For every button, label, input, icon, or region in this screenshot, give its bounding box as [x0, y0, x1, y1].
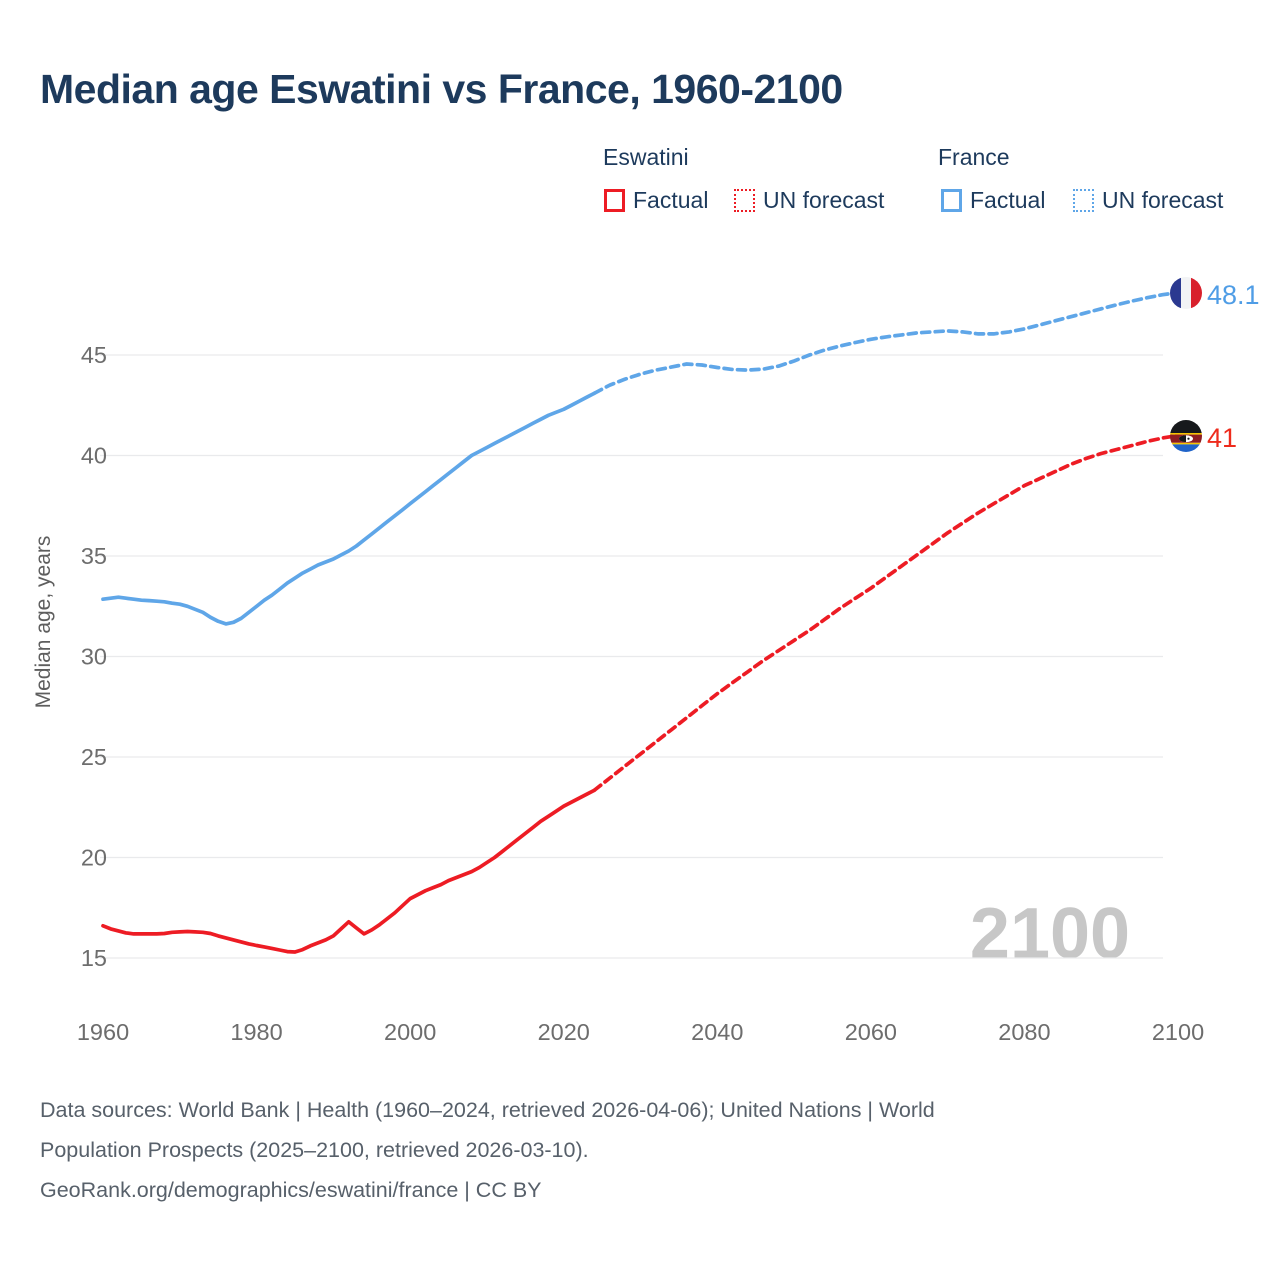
legend-item-label: UN forecast	[763, 187, 885, 213]
legend-item-eswatini-factual[interactable]: Factual	[604, 187, 708, 214]
y-tick-label: 35	[81, 543, 107, 569]
x-tick-label: 1960	[77, 1019, 129, 1045]
legend-item-france-factual[interactable]: Factual	[941, 187, 1045, 214]
x-tick-label: 2100	[1152, 1019, 1204, 1045]
y-tick-label: 30	[81, 644, 107, 670]
legend-item-label: Factual	[970, 187, 1046, 213]
legend-group-france-header: France	[938, 144, 1010, 170]
france-forecast-swatch	[1073, 189, 1094, 212]
y-tick-label: 45	[81, 342, 107, 368]
x-tick-label: 1980	[230, 1019, 282, 1045]
france-flag-icon	[1170, 277, 1202, 309]
y-tick-label: 40	[81, 443, 107, 469]
watermark-year: 2100	[969, 894, 1131, 974]
france-factual-line	[101, 391, 597, 626]
eswatini-factual-line	[101, 788, 597, 954]
footer: Data sources: World Bank | Health (1960–…	[40, 1090, 935, 1210]
legend-item-eswatini-forecast[interactable]: UN forecast	[734, 187, 884, 214]
eswatini-un-forecast-line	[592, 433, 1180, 793]
france-end-value: 48.1	[1207, 280, 1260, 310]
y-tick-label: 15	[81, 945, 107, 971]
x-tick-label: 2020	[538, 1019, 590, 1045]
eswatini-end-value: 41	[1207, 423, 1238, 453]
eswatini-factual-swatch	[604, 189, 625, 212]
legend-item-france-forecast[interactable]: UN forecast	[1073, 187, 1223, 214]
footer-attribution: GeoRank.org/demographics/eswatini/france…	[40, 1178, 542, 1202]
x-tick-label: 2060	[845, 1019, 897, 1045]
france-factual-swatch	[941, 189, 962, 212]
chart-title: Median age Eswatini vs France, 1960-2100	[40, 66, 843, 112]
legend-group-eswatini-header: Eswatini	[603, 144, 689, 170]
eswatini-flag-icon	[1170, 420, 1202, 452]
y-tick-label: 25	[81, 744, 107, 770]
x-tick-label: 2080	[998, 1019, 1050, 1045]
legend-item-label: UN forecast	[1102, 187, 1224, 213]
legend-item-label: Factual	[633, 187, 709, 213]
footer-data-sources-line2: Population Prospects (2025–2100, retriev…	[40, 1138, 589, 1162]
france-un-forecast-line	[592, 290, 1180, 396]
x-tick-label: 2000	[384, 1019, 436, 1045]
x-tick-label: 2040	[691, 1019, 743, 1045]
footer-data-sources-line1: Data sources: World Bank | Health (1960–…	[40, 1098, 935, 1122]
eswatini-forecast-swatch	[734, 189, 755, 212]
y-tick-label: 20	[81, 845, 107, 871]
